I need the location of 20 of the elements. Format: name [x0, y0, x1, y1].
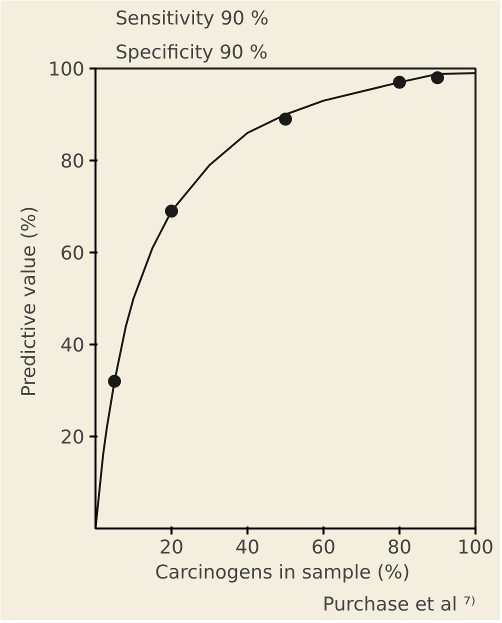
y-tick-label: 80 [60, 150, 85, 172]
y-axis-title: Predictive value (%) [18, 206, 40, 397]
text: Purchase et al ⁷⁾ [322, 594, 476, 616]
point [431, 71, 444, 84]
chart-subtitle: Specificity 90 % [116, 42, 268, 64]
y-tick-label: 100 [48, 58, 84, 80]
x-tick-label: 80 [387, 536, 412, 558]
point [393, 76, 406, 89]
point [279, 112, 292, 126]
x-tick-label: 40 [235, 536, 260, 558]
x-axis-title: Carcinogens in sample (%) [155, 562, 410, 584]
point [165, 204, 178, 218]
x-tick-label: 100 [457, 536, 494, 558]
y-tick-label: 20 [60, 426, 85, 448]
chart-title: Sensitivity 90 % [116, 8, 269, 30]
y-tick-label: 60 [60, 242, 85, 264]
point [108, 374, 121, 388]
x-tick-label: 20 [159, 536, 184, 558]
x-tick-label: 60 [311, 536, 336, 558]
y-tick-label: 40 [60, 334, 85, 356]
